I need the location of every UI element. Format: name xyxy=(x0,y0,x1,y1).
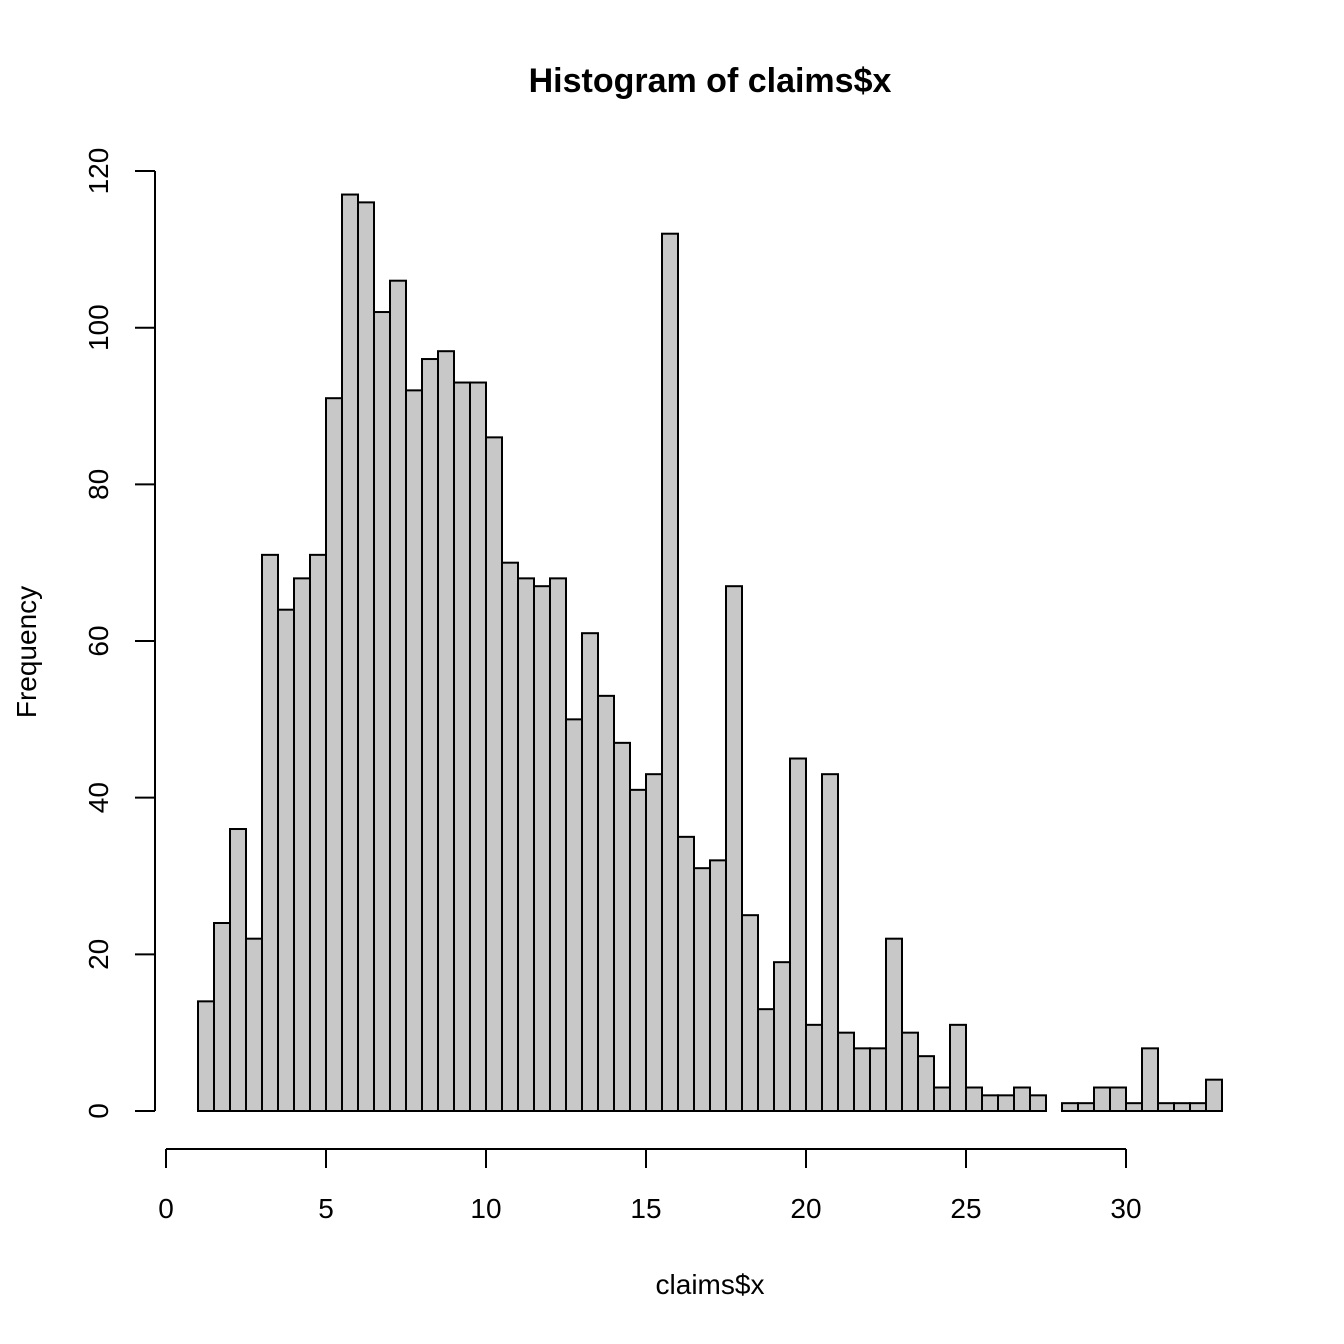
histogram-bar xyxy=(965,1086,983,1112)
histogram-bar xyxy=(1109,1086,1127,1112)
histogram-bar xyxy=(1061,1102,1079,1112)
histogram-bar xyxy=(837,1031,855,1113)
histogram-bar xyxy=(277,608,295,1112)
y-axis: 0 20 40 60 80 100 120 xyxy=(83,148,156,1119)
histogram-bar xyxy=(901,1031,919,1113)
x-tick-label: 20 xyxy=(790,1193,821,1224)
histogram-bar xyxy=(549,577,567,1112)
histogram-bar xyxy=(869,1047,887,1113)
histogram-bar xyxy=(357,201,375,1112)
y-tick-label: 60 xyxy=(83,625,114,656)
histogram-bar xyxy=(885,937,903,1113)
histogram-bar xyxy=(741,914,759,1112)
histogram-bar xyxy=(373,311,391,1112)
histogram-bar xyxy=(1013,1086,1031,1112)
histogram-bar xyxy=(773,961,791,1112)
histogram-bar xyxy=(1125,1102,1143,1112)
histogram-bar xyxy=(469,381,487,1112)
y-tick-label: 100 xyxy=(83,304,114,351)
histogram-bar xyxy=(501,561,519,1112)
histogram-bars xyxy=(197,193,1223,1113)
x-axis: 0 5 10 15 20 25 30 xyxy=(158,1148,1142,1224)
y-tick-label: 40 xyxy=(83,782,114,813)
histogram-bar xyxy=(917,1055,935,1112)
histogram-bar xyxy=(645,773,663,1113)
histogram-bar xyxy=(789,757,807,1112)
histogram-bar xyxy=(293,577,311,1112)
histogram-bar xyxy=(1093,1086,1111,1112)
chart-title: Histogram of claims$x xyxy=(529,62,892,100)
histogram-bar xyxy=(565,718,583,1112)
histogram-bar xyxy=(197,1000,215,1113)
y-tick-label: 20 xyxy=(83,939,114,970)
histogram-bar xyxy=(613,741,631,1112)
histogram-bar xyxy=(213,922,231,1112)
histogram-bar xyxy=(997,1094,1015,1112)
x-tick-label: 25 xyxy=(950,1193,981,1224)
histogram-bar xyxy=(805,1023,823,1113)
histogram-bar xyxy=(437,350,455,1113)
histogram-bar xyxy=(309,553,327,1112)
y-axis-label: Frequency xyxy=(11,586,42,718)
y-tick-label: 0 xyxy=(83,1103,114,1119)
histogram-bar xyxy=(581,632,599,1112)
x-tick-label: 10 xyxy=(470,1193,501,1224)
histogram-bar xyxy=(517,577,535,1112)
y-tick-label: 120 xyxy=(83,148,114,195)
histogram-bar xyxy=(677,835,695,1112)
histogram-bar xyxy=(421,358,439,1113)
histogram-bar xyxy=(725,585,743,1112)
histogram-bar xyxy=(757,1008,775,1113)
histogram-bar xyxy=(949,1023,967,1113)
histogram-bar xyxy=(661,232,679,1113)
x-tick-label: 0 xyxy=(158,1193,174,1224)
y-tick-label: 80 xyxy=(83,469,114,500)
histogram-bar xyxy=(693,867,711,1112)
histogram-bar xyxy=(485,436,503,1112)
histogram-bar xyxy=(229,828,247,1113)
histogram-bar xyxy=(597,694,615,1112)
histogram-bar xyxy=(709,859,727,1112)
histogram-bar xyxy=(821,773,839,1113)
x-axis-label: claims$x xyxy=(656,1269,765,1300)
x-tick-label: 5 xyxy=(318,1193,334,1224)
histogram-bar xyxy=(325,397,343,1112)
histogram-bar xyxy=(853,1047,871,1113)
histogram-bar xyxy=(245,937,263,1113)
histogram-bar xyxy=(1205,1078,1223,1112)
histogram-bar xyxy=(389,279,407,1112)
x-tick-label: 15 xyxy=(630,1193,661,1224)
histogram-bar xyxy=(1189,1102,1207,1112)
histogram-bar xyxy=(1157,1102,1175,1112)
x-tick-label: 30 xyxy=(1110,1193,1141,1224)
histogram-bar xyxy=(1141,1047,1159,1113)
histogram-bar xyxy=(453,381,471,1112)
histogram-bar xyxy=(261,553,279,1112)
histogram-bar xyxy=(1173,1102,1191,1112)
histogram-bar xyxy=(1029,1094,1047,1112)
histogram-bar xyxy=(533,585,551,1112)
histogram-bar xyxy=(981,1094,999,1112)
histogram-bar xyxy=(1077,1102,1095,1112)
histogram-bar xyxy=(405,389,423,1112)
histogram-bar xyxy=(933,1086,951,1112)
histogram-bar xyxy=(341,193,359,1112)
histogram-bar xyxy=(629,788,647,1112)
